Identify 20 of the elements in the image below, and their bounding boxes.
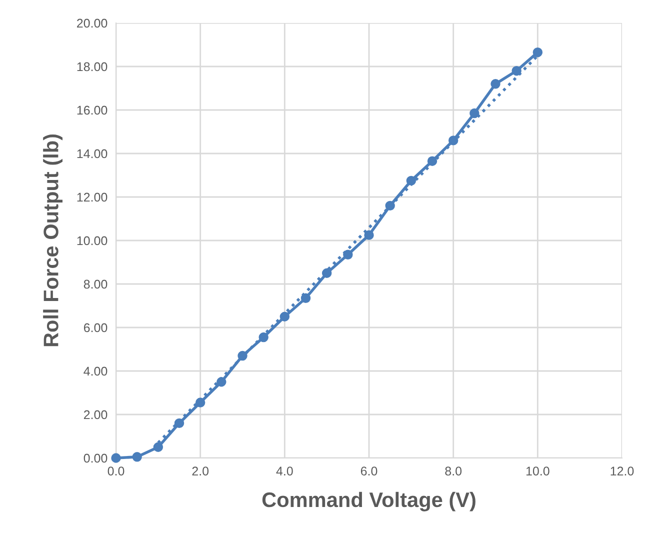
y-tick-label: 6.00	[84, 323, 108, 332]
y-tick-label: 16.00	[77, 106, 108, 115]
y-tick-label: 2.00	[84, 410, 108, 420]
x-tick-label: 12.0	[610, 466, 634, 476]
y-tick-label: 4.00	[84, 366, 108, 376]
y-tick-label: 18.00	[77, 62, 108, 72]
x-tick-label: 2.0	[192, 466, 209, 476]
x-tick-label: 4.0	[276, 466, 293, 476]
x-tick-label: 10.0	[526, 466, 550, 476]
y-tick-label: 20.00	[77, 18, 108, 28]
y-tick-label: 14.00	[77, 149, 108, 158]
y-tick-label: 8.00	[84, 280, 108, 289]
y-tick-label: 10.00	[77, 236, 108, 246]
x-tick-label: 6.0	[360, 466, 378, 476]
y-tick-label: 12.00	[77, 192, 108, 202]
y-tick-label: 0.00	[84, 454, 108, 463]
x-tick-label: 8.0	[445, 466, 462, 476]
y-axis-title: Roll Force Output (lb)	[43, 134, 62, 346]
x-axis-title: Command Voltage (V)	[262, 492, 476, 512]
x-tick-label: 0.0	[108, 466, 124, 476]
